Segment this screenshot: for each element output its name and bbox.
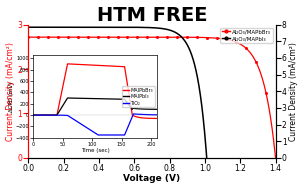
X-axis label: Voltage (V): Voltage (V) <box>123 174 181 184</box>
Y-axis label: Current Density (mA/cm²): Current Density (mA/cm²) <box>5 42 15 141</box>
Title: HTM FREE: HTM FREE <box>97 5 207 25</box>
Y-axis label: Current Density (mA/cm²): Current Density (mA/cm²) <box>289 42 299 141</box>
Legend: Al₂O₃/MAPbBr₃, Al₂O₃/MAPbI₃: Al₂O₃/MAPbBr₃, Al₂O₃/MAPbI₃ <box>220 28 273 43</box>
